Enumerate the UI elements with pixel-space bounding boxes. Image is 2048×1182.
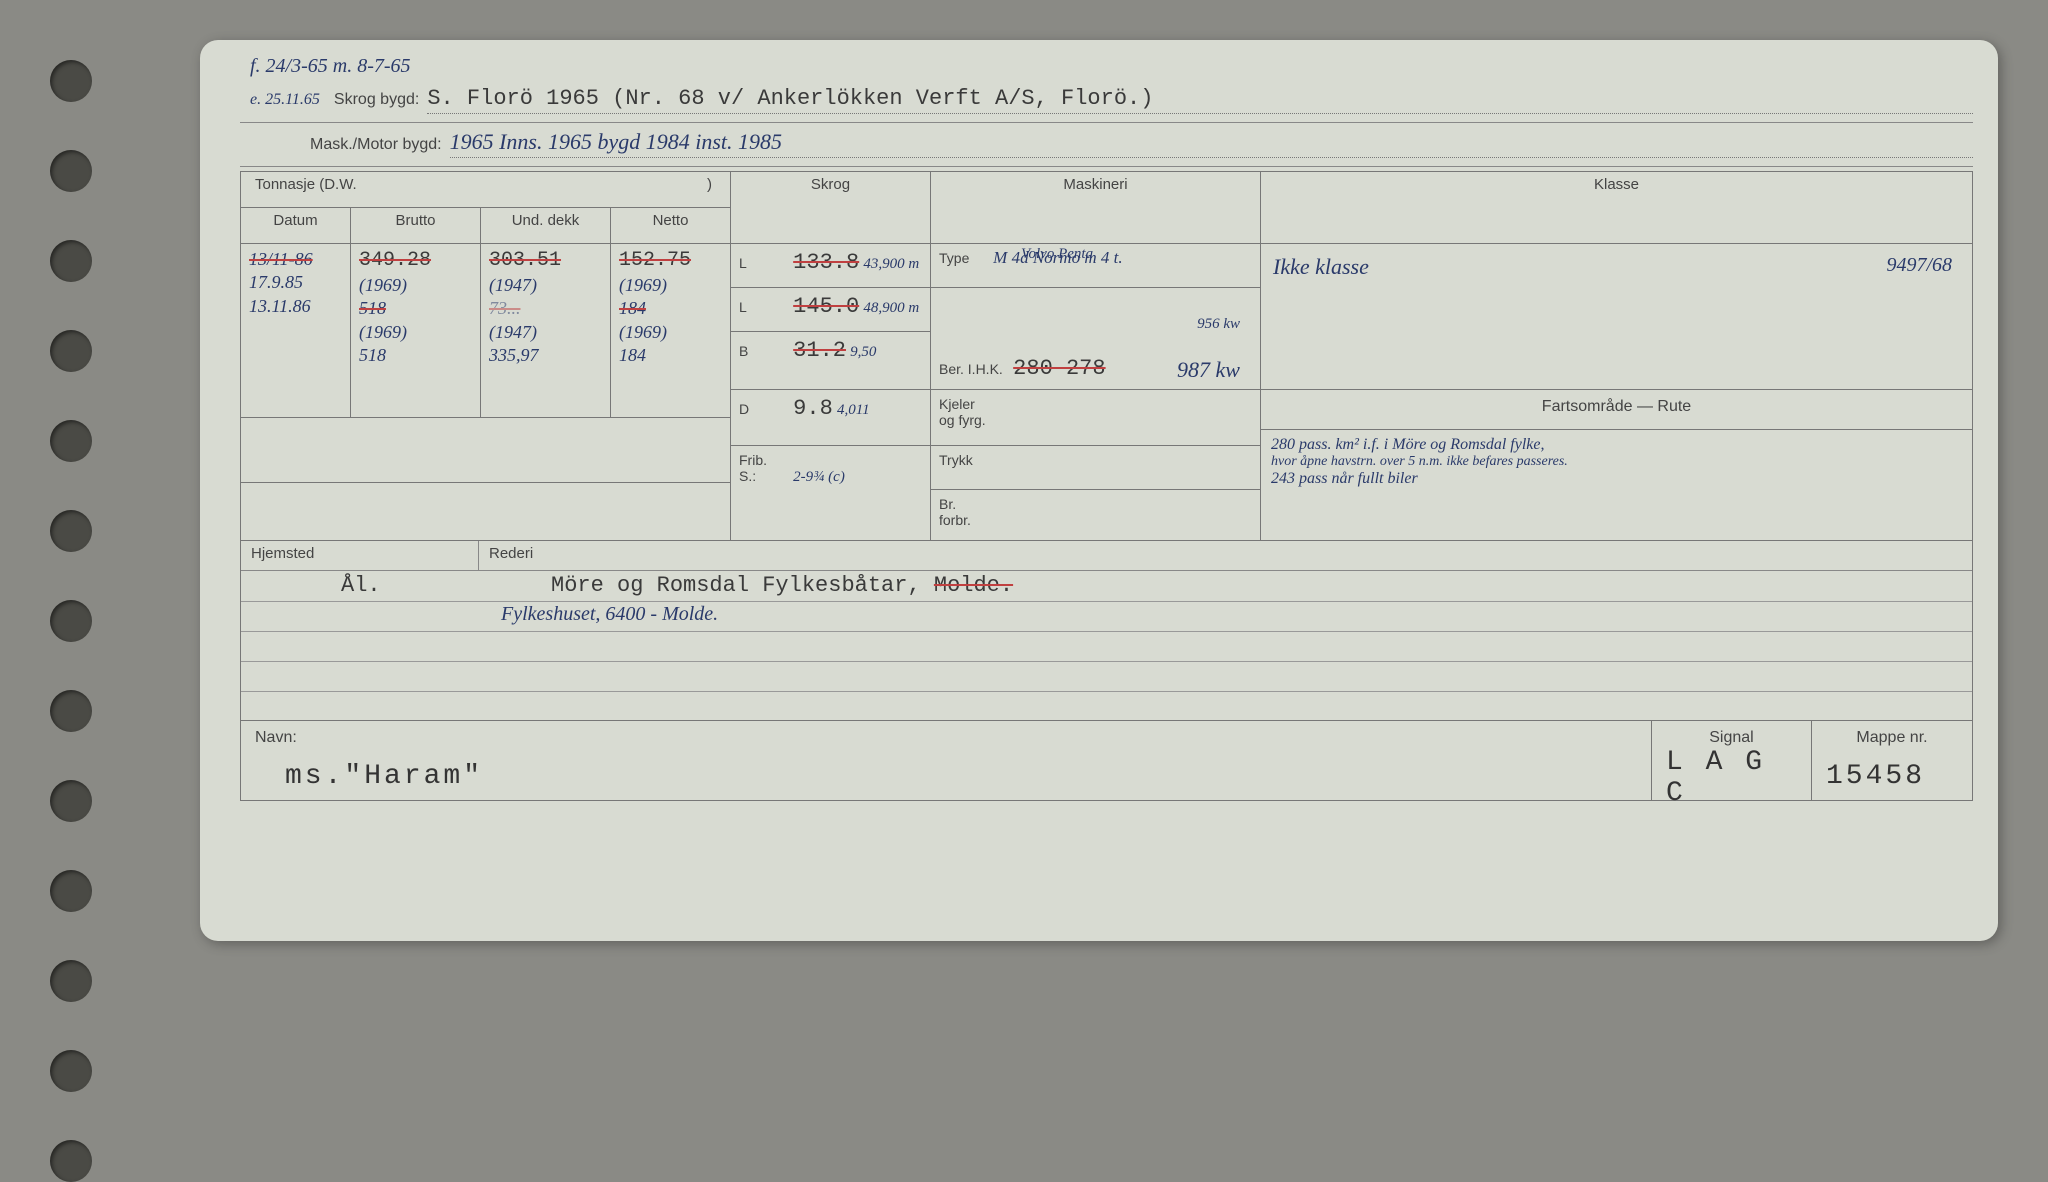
brutto-header: Brutto [351,208,481,244]
tonnasje-header: Tonnasje (D.W.) [241,172,731,208]
klasse-cell: Ikke klasse 9497/68 Fartsområde — Rute 2… [1261,244,1973,541]
navn-cell: Navn: ms."Haram" [241,721,1652,800]
footer-row: Navn: ms."Haram" Signal L A G C Mappe nr… [240,721,1973,801]
klasse-header: Klasse [1261,172,1973,244]
signal-cell: Signal L A G C [1652,721,1812,800]
brutto-cell: 349.28 (1969) 518 (1969) 518 [351,244,481,418]
und-dekk-header: Und. dekk [481,208,611,244]
maskineri-cell: Type Volvo Penta M 4d Normo m 4 t. Ber. … [931,244,1261,541]
skrog-cell: L 133.8 43,900 m L 145.0 48,900 m B 31.2… [731,244,931,541]
rederi-handwritten: Fylkeshuset, 6400 - Molde. [501,603,718,626]
rederi-value: Möre og Romsdal Fylkesbåtar, Molde. [551,573,1013,598]
skrog-bygd-value: S. Florö 1965 (Nr. 68 v/ Ankerlökken Ver… [427,86,1973,114]
top-margin-note-2: e. 25.11.65 [250,91,320,109]
hjemsted-rederi-section: Hjemsted Rederi Ål. Möre og Romsdal Fylk… [240,541,1973,721]
mask-motor-value: 1965 Inns. 1965 bygd 1984 inst. 1985 [450,129,1973,158]
main-data-table: Tonnasje (D.W.) Skrog Maskineri Klasse D… [240,171,1973,541]
top-margin-note-1: f. 24/3-65 m. 8-7-65 [240,55,1973,78]
und-dekk-cell: 303.51 (1947) 73... (1947) 335,97 [481,244,611,418]
datum-cell: 13/11-86 17.9.85 13.11.86 [241,244,351,418]
card-body: f. 24/3-65 m. 8-7-65 e. 25.11.65 Skrog b… [200,40,1998,941]
hjemsted-value: Ål. [341,573,381,598]
skrog-bygd-label: Skrog bygd: [334,91,419,109]
rederi-label: Rederi [479,541,1972,570]
netto-cell: 152.75 (1969) 184 (1969) 184 [611,244,731,418]
mappe-cell: Mappe nr. 15458 [1812,721,1972,800]
punch-holes [50,60,92,1182]
index-card: Skjema nr. 53007 · A VISAG KONTORSYSTEME… [20,20,2028,971]
hjemsted-label: Hjemsted [241,541,479,570]
skrog-header: Skrog [731,172,931,244]
mask-motor-label: Mask./Motor bygd: [310,136,442,154]
netto-header: Netto [611,208,731,244]
maskineri-header: Maskineri [931,172,1261,244]
datum-header: Datum [241,208,351,244]
